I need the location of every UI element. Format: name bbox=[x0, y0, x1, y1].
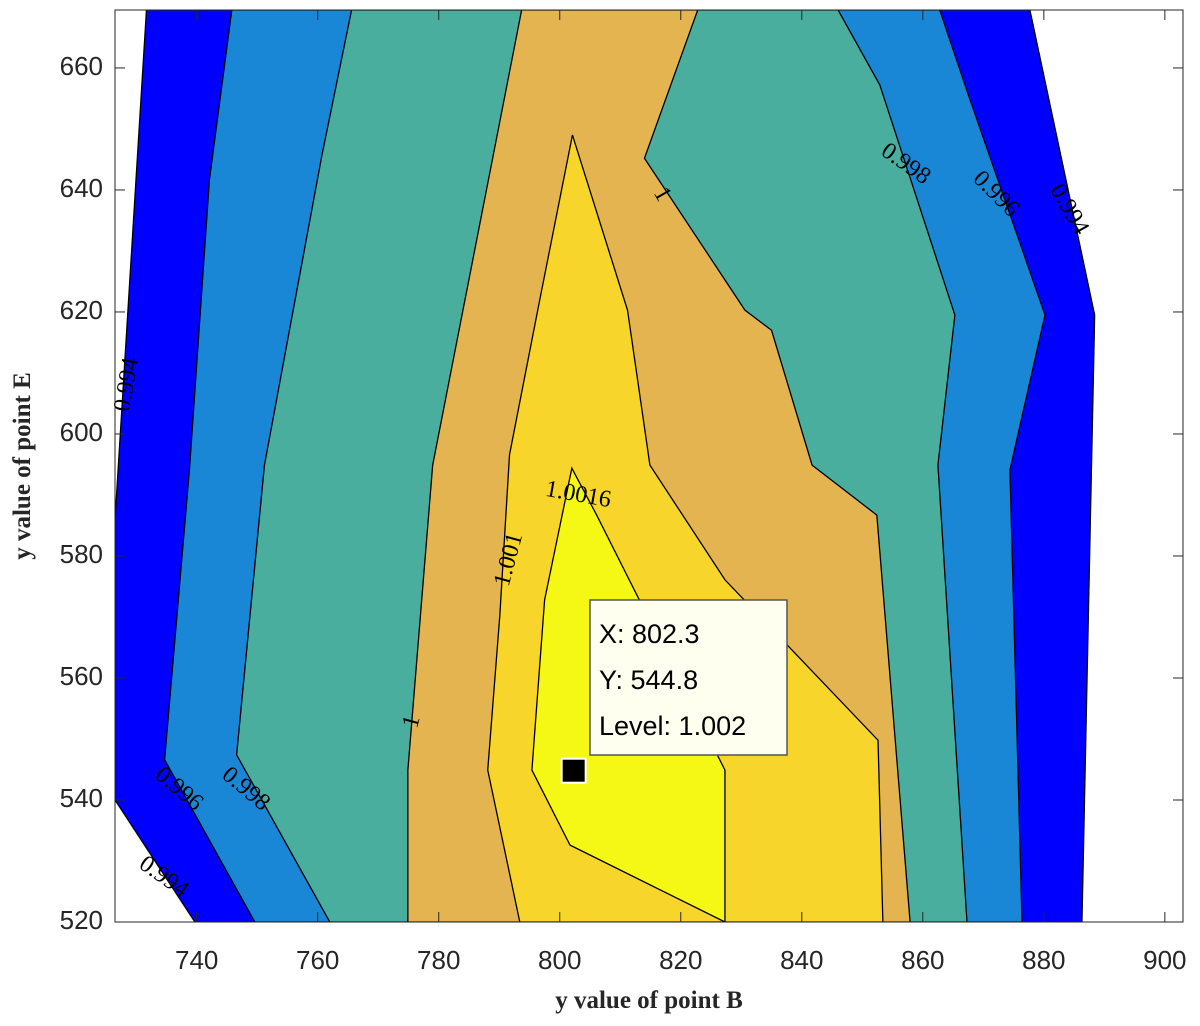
x-tick-label: 760 bbox=[296, 945, 339, 975]
x-tick-label: 860 bbox=[901, 945, 944, 975]
x-tick-label: 880 bbox=[1022, 945, 1065, 975]
axes-box bbox=[114, 9, 1184, 923]
y-tick-label: 620 bbox=[60, 295, 103, 325]
x-tick-label: 740 bbox=[175, 945, 218, 975]
x-tick-label: 840 bbox=[780, 945, 823, 975]
datatip-box bbox=[589, 599, 788, 756]
contour-regions bbox=[115, 10, 1096, 922]
y-tick-label: 520 bbox=[60, 905, 103, 935]
x-tick-label: 780 bbox=[417, 945, 460, 975]
datatip-text: X: 802.3 bbox=[599, 619, 700, 649]
y-tick-label: 580 bbox=[60, 539, 103, 569]
y-tick-label: 660 bbox=[60, 51, 103, 81]
y-axis-label: y value of point E bbox=[9, 372, 36, 560]
y-tick-label: 600 bbox=[60, 417, 103, 447]
y-tick-label: 540 bbox=[60, 783, 103, 813]
x-axis-label: y value of point B bbox=[555, 987, 743, 1014]
datatip-marker bbox=[560, 757, 587, 784]
x-tick-label: 900 bbox=[1143, 945, 1186, 975]
datatip-text: Y: 544.8 bbox=[599, 665, 698, 695]
datatip-text: Level: 1.002 bbox=[599, 711, 746, 741]
y-tick-label: 560 bbox=[60, 661, 103, 691]
y-tick-label: 640 bbox=[60, 173, 103, 203]
x-tick-label: 820 bbox=[659, 945, 702, 975]
x-tick-label: 800 bbox=[538, 945, 581, 975]
